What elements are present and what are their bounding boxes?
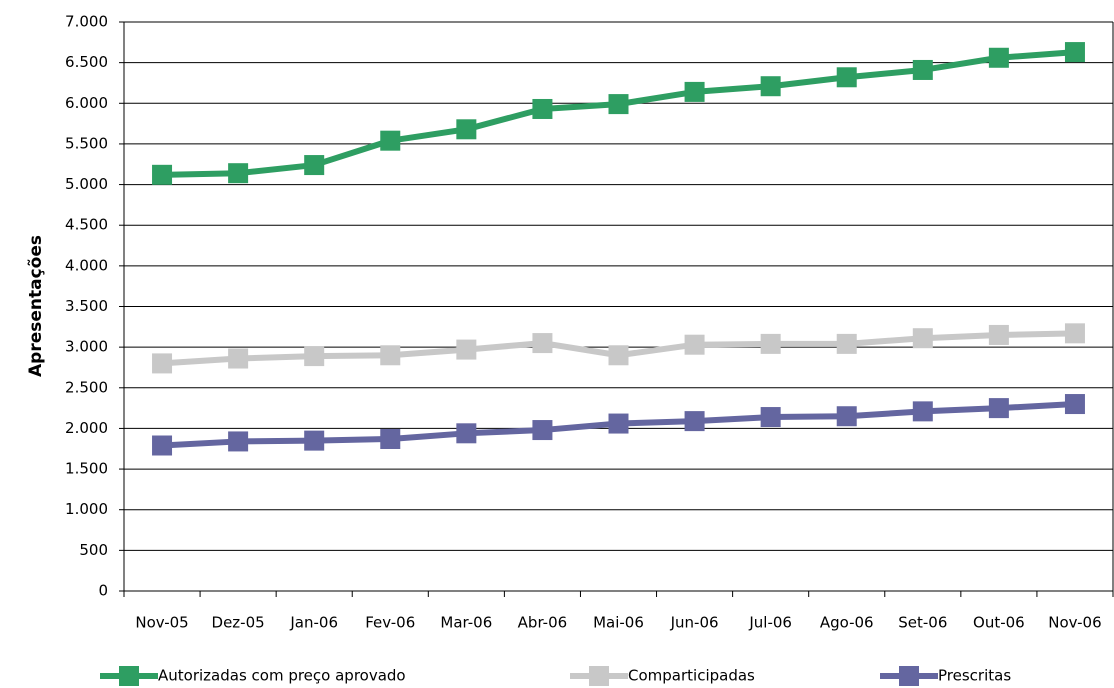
- x-tick-label: Dez-05: [212, 614, 265, 632]
- marker: [532, 333, 553, 354]
- marker: [608, 413, 629, 434]
- y-tick-label: 6.000: [65, 94, 108, 112]
- marker: [532, 98, 553, 119]
- legend-label: Prescritas: [938, 667, 1011, 685]
- marker: [912, 59, 933, 80]
- x-tick-label: Nov-06: [1048, 614, 1101, 632]
- marker: [684, 411, 705, 432]
- y-axis-label: Apresentações: [26, 235, 46, 377]
- x-tick-label: Fev-06: [365, 614, 415, 632]
- marker: [684, 81, 705, 102]
- marker: [988, 47, 1009, 68]
- marker: [1064, 323, 1085, 344]
- marker: [456, 119, 477, 140]
- legend-label: Comparticipadas: [628, 667, 755, 685]
- y-tick-label: 6.500: [65, 53, 108, 71]
- y-tick-label: 5.500: [65, 134, 108, 152]
- marker: [912, 328, 933, 349]
- x-tick-label: Mai-06: [593, 614, 644, 632]
- marker: [608, 94, 629, 115]
- y-tick-label: 3.000: [65, 338, 108, 356]
- marker: [836, 406, 857, 427]
- marker: [380, 345, 401, 366]
- marker: [456, 339, 477, 360]
- x-tick-label: Mar-06: [440, 614, 492, 632]
- marker: [608, 345, 629, 366]
- y-tick-label: 7.000: [65, 13, 108, 31]
- marker: [304, 155, 325, 176]
- marker: [152, 353, 173, 374]
- marker: [152, 435, 173, 456]
- marker: [380, 428, 401, 449]
- marker: [988, 398, 1009, 419]
- marker: [228, 431, 249, 452]
- y-tick-label: 4.000: [65, 256, 108, 274]
- x-tick-label: Ago-06: [820, 614, 874, 632]
- x-tick-label: Set-06: [898, 614, 947, 632]
- y-tick-label: 2.000: [65, 419, 108, 437]
- marker: [304, 346, 325, 367]
- marker: [228, 348, 249, 369]
- marker: [228, 163, 249, 184]
- marker: [456, 423, 477, 444]
- marker: [760, 76, 781, 97]
- marker: [684, 334, 705, 355]
- marker: [1064, 42, 1085, 63]
- marker: [304, 430, 325, 451]
- y-tick-label: 0: [98, 582, 108, 600]
- marker: [380, 130, 401, 151]
- y-tick-label: 3.500: [65, 297, 108, 315]
- marker: [1064, 394, 1085, 415]
- y-tick-label: 2.500: [65, 378, 108, 396]
- marker: [532, 420, 553, 441]
- marker: [836, 67, 857, 88]
- x-tick-label: Out-06: [973, 614, 1025, 632]
- marker: [988, 324, 1009, 345]
- marker: [760, 333, 781, 354]
- y-tick-label: 4.500: [65, 216, 108, 234]
- x-tick-label: Nov-05: [135, 614, 188, 632]
- legend-marker: [589, 666, 609, 686]
- x-tick-label: Jan-06: [289, 614, 338, 632]
- y-tick-label: 5.000: [65, 175, 108, 193]
- y-tick-label: 1.000: [65, 500, 108, 518]
- legend-marker: [119, 666, 139, 686]
- marker: [152, 164, 173, 185]
- legend-marker: [899, 666, 919, 686]
- x-tick-label: Jul-06: [748, 614, 792, 632]
- marker: [836, 333, 857, 354]
- marker: [760, 407, 781, 428]
- x-tick-label: Jun-06: [670, 614, 719, 632]
- marker: [912, 401, 933, 422]
- legend-label: Autorizadas com preço aprovado: [158, 667, 406, 685]
- y-tick-label: 500: [79, 541, 108, 559]
- y-tick-label: 1.500: [65, 460, 108, 478]
- x-tick-label: Abr-06: [518, 614, 568, 632]
